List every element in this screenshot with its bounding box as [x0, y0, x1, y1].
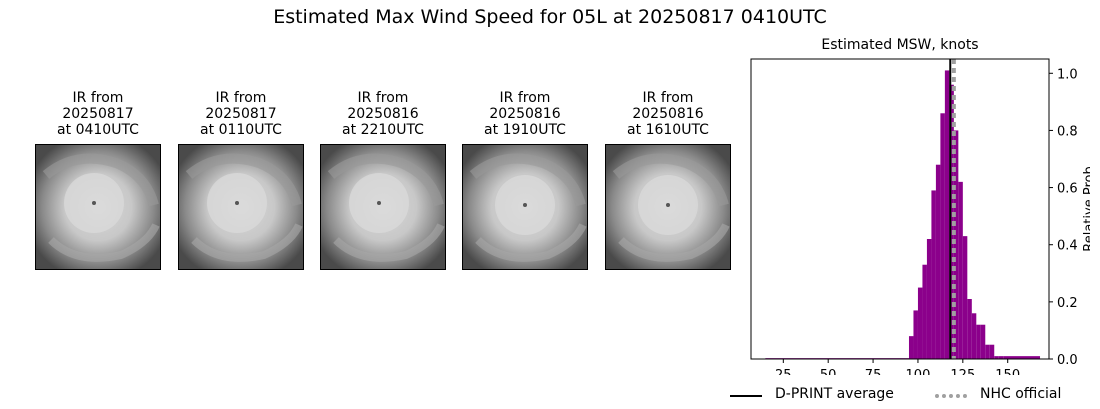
y-tick-label: 0.8	[1057, 124, 1078, 139]
cloud-imagery	[179, 145, 303, 269]
x-tick-label: 50	[820, 368, 837, 375]
histogram-bar	[994, 356, 999, 359]
legend-swatch-solid-line	[730, 395, 762, 397]
ir-caption: IR from 20250816 at 1910UTC	[462, 90, 588, 144]
cloud-imagery	[36, 145, 160, 269]
histogram-bar	[913, 310, 918, 359]
cloud-imagery	[606, 145, 730, 269]
ir-caption-line: IR from	[72, 90, 124, 106]
ir-panel-5: IR from 20250816 at 1610UTC	[605, 90, 731, 270]
histogram-bar	[926, 239, 932, 359]
ir-caption-line: IR from	[642, 90, 694, 106]
ir-caption: IR from 20250816 at 2210UTC	[320, 90, 446, 144]
histogram-bar	[962, 236, 968, 359]
figure-title: Estimated Max Wind Speed for 05L at 2025…	[273, 6, 827, 28]
histogram-bar	[944, 70, 950, 359]
msw-histogram-chart: Estimated MSW, knots 25 50 75 100 125 150 0.0 0.…	[750, 37, 1090, 375]
histogram-bar	[967, 299, 972, 359]
chart-title: Estimated MSW, knots	[821, 37, 978, 53]
histogram-bar	[998, 356, 1004, 359]
ir-panel-2: IR from 20250817 at 0110UTC	[178, 90, 304, 270]
ir-caption-date: 20250816	[489, 106, 561, 122]
ir-caption-date: 20250816	[632, 106, 704, 122]
y-tick-label: 0.2	[1057, 296, 1078, 311]
ir-caption-line: IR from	[357, 90, 409, 106]
ir-panel-3: IR from 20250816 at 2210UTC	[320, 90, 446, 270]
histogram-bar	[971, 313, 977, 359]
histogram-bar	[908, 336, 914, 359]
histogram-bar	[980, 324, 986, 359]
histogram-bar	[949, 84, 954, 359]
histogram-bar	[922, 264, 927, 359]
histogram-bar	[940, 113, 945, 360]
ir-panel-4: IR from 20250816 at 1910UTC	[462, 90, 588, 270]
x-tick-label: 75	[865, 368, 882, 375]
histogram-bar	[935, 164, 941, 359]
ir-caption-date: 20250817	[205, 106, 277, 122]
histogram-bar	[958, 181, 963, 359]
y-tick-label: 1.0	[1057, 67, 1078, 82]
ir-caption-time: at 2210UTC	[342, 122, 424, 138]
x-tick-label: 150	[995, 368, 1020, 375]
legend-swatch-dotted-line	[935, 394, 967, 398]
x-tick-label: 100	[906, 368, 931, 375]
histogram-bar	[953, 130, 959, 359]
ir-caption: IR from 20250817 at 0110UTC	[178, 90, 304, 144]
histogram-bar	[931, 190, 936, 359]
histogram-bar	[917, 287, 923, 359]
ir-satellite-image	[605, 144, 731, 270]
ir-satellite-image	[320, 144, 446, 270]
plot-frame	[750, 58, 1050, 360]
y-tick-label: 0.4	[1057, 239, 1078, 254]
y-axis-label: Relative Prob	[1082, 166, 1090, 251]
cloud-imagery	[321, 145, 445, 269]
histogram-bar	[976, 324, 981, 359]
ir-satellite-image	[462, 144, 588, 270]
x-tick-label: 125	[950, 368, 975, 375]
ir-caption-date: 20250816	[347, 106, 419, 122]
y-tick-label: 0.6	[1057, 182, 1078, 197]
ir-satellite-image	[35, 144, 161, 270]
histogram-bar	[989, 344, 995, 359]
ir-panel-1: IR from 20250817 at 0410UTC	[35, 90, 161, 270]
ir-caption-line: IR from	[215, 90, 267, 106]
ir-caption: IR from 20250816 at 1610UTC	[605, 90, 731, 144]
histogram-bar	[1003, 356, 1041, 359]
ir-caption-time: at 1610UTC	[627, 122, 709, 138]
ir-caption-line: IR from	[499, 90, 551, 106]
ir-caption-time: at 0110UTC	[200, 122, 282, 138]
ir-caption-time: at 0410UTC	[57, 122, 139, 138]
ir-caption-time: at 1910UTC	[484, 122, 566, 138]
histogram-bar	[985, 344, 990, 359]
y-tick-label: 0.0	[1057, 353, 1078, 368]
cloud-imagery	[463, 145, 587, 269]
ir-caption-date: 20250817	[62, 106, 134, 122]
legend-label: D-PRINT average	[775, 386, 894, 402]
legend-label: NHC official	[980, 386, 1062, 402]
ir-satellite-image	[178, 144, 304, 270]
x-tick-label: 25	[775, 368, 792, 375]
ir-caption: IR from 20250817 at 0410UTC	[35, 90, 161, 144]
